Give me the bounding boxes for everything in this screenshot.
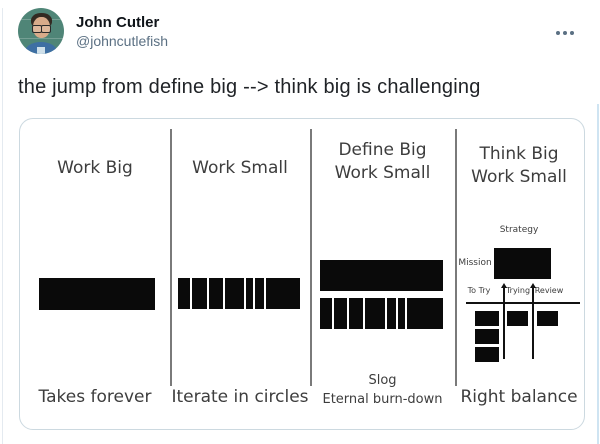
panel-title-think-big: Think Big Work Small [455, 143, 583, 189]
tweet-header: John Cutler @johncutlefish [18, 8, 582, 58]
tweet-text: the jump from define big --> think big i… [18, 76, 481, 98]
work-segment [349, 298, 363, 329]
work-segment [265, 278, 300, 309]
kanban-column-header-to-try: To Try [467, 286, 491, 295]
work-segment [208, 278, 223, 309]
avatar[interactable] [18, 8, 64, 54]
avatar-glasses [32, 25, 51, 33]
author-name[interactable]: John Cutler [76, 14, 160, 31]
kanban-column-trying [507, 311, 528, 326]
tweet-card-left-border [2, 8, 3, 444]
panel-title-line: Work Small [334, 163, 431, 183]
work-segment [407, 298, 444, 329]
panel-title-work-small: Work Small [170, 157, 310, 180]
work-segment [334, 298, 348, 329]
work-segment [387, 298, 396, 329]
work-segment [192, 278, 207, 309]
panel-divider [455, 129, 457, 386]
panel-divider [170, 129, 172, 386]
kanban-column-to-try [475, 311, 499, 362]
define-big-bar-solid [320, 260, 443, 291]
work-segment [364, 298, 386, 329]
work-segment [255, 278, 264, 309]
strategy-label: Strategy [499, 225, 539, 235]
work-bar-segmented [178, 278, 300, 309]
work-segment [320, 298, 333, 329]
kanban-card [475, 347, 499, 362]
kanban-column-line [529, 283, 536, 359]
panel-caption-line: Takes forever [38, 387, 152, 407]
kanban-column-review [537, 311, 558, 326]
panel-caption-slog: Slog Eternal burn-down [310, 371, 455, 409]
work-segment [245, 278, 254, 309]
kanban-card [475, 311, 499, 326]
panel-title-work-big: Work Big [20, 157, 170, 180]
avatar-background-detail [18, 38, 64, 39]
kanban-column-header-review: Review [534, 286, 564, 295]
kanban-column-header-trying: Trying [505, 286, 531, 295]
panel-title-line: Work Small [192, 158, 288, 178]
kanban-card [475, 329, 499, 344]
work-segment [178, 278, 191, 309]
kanban-card [537, 311, 558, 326]
panel-caption-right-balance: Right balance [455, 387, 583, 407]
panel-caption-line: Iterate in circles [171, 387, 309, 407]
avatar-shirt [37, 47, 45, 54]
mission-box [494, 248, 551, 279]
more-icon[interactable] [549, 18, 578, 44]
work-segment [224, 278, 244, 309]
author-handle[interactable]: @johncutlefish [76, 33, 169, 49]
panel-caption-line: Eternal burn-down [322, 392, 443, 407]
work-segment [397, 298, 406, 329]
panel-title-line: Work Small [471, 167, 567, 187]
panel-caption-takes-forever: Takes forever [20, 387, 170, 407]
work-bar-solid [39, 278, 155, 310]
panel-title-line: Work Big [57, 158, 133, 178]
mission-label: Mission [458, 258, 492, 268]
tweet-image[interactable]: Work Big Takes forever Work Small Iterat… [19, 118, 585, 430]
kanban-header-line [466, 302, 580, 304]
viewport-right-edge [597, 104, 599, 444]
define-big-bar-segmented [320, 298, 444, 329]
panel-caption-iterate: Iterate in circles [170, 387, 310, 407]
panel-caption-line: Right balance [460, 387, 578, 407]
kanban-column-line [500, 283, 507, 359]
panel-title-define-big: Define Big Work Small [310, 139, 455, 185]
panel-title-line: Think Big [479, 144, 559, 164]
author-block: John Cutler @johncutlefish [76, 13, 168, 50]
panel-caption-line: Slog [368, 373, 397, 388]
kanban-card [507, 311, 528, 326]
panel-divider [310, 129, 312, 386]
panel-title-line: Define Big [338, 140, 427, 160]
